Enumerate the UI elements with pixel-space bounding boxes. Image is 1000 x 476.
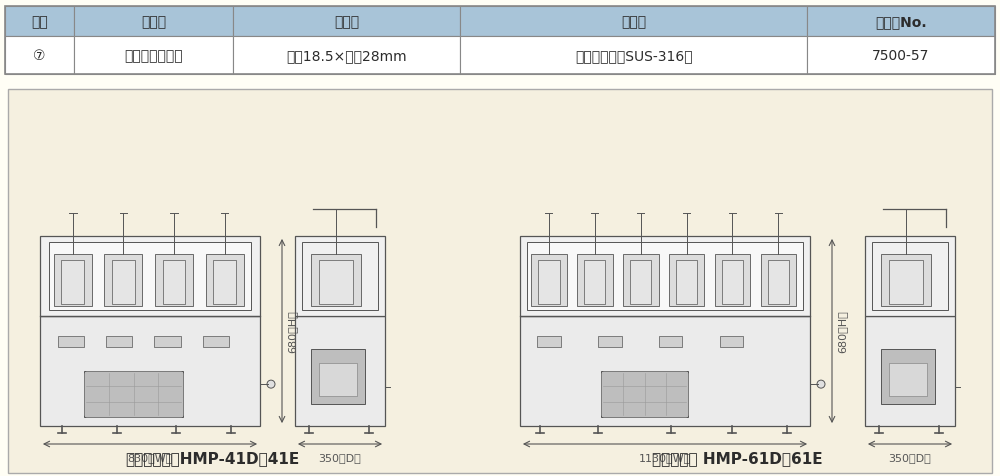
Bar [715, 255, 750, 307]
Bar [295, 237, 385, 316]
Bar [601, 371, 688, 417]
Bar [74, 7, 233, 37]
Bar [881, 255, 931, 307]
Bar [623, 255, 659, 307]
Text: 崩壊試験器 HMP-61D，61E: 崩壊試験器 HMP-61D，61E [652, 451, 823, 466]
Bar [61, 260, 84, 304]
Text: 350（D）: 350（D） [319, 452, 361, 462]
Bar [768, 260, 789, 304]
Text: 補助バスケット: 補助バスケット [124, 49, 183, 63]
Bar [319, 363, 357, 396]
Bar [520, 237, 810, 316]
Text: 崩壊試験器　HMP-41D，41E: 崩壊試験器 HMP-41D，41E [125, 451, 300, 466]
Text: 350（D）: 350（D） [889, 452, 931, 462]
Bar [460, 37, 807, 75]
Bar [720, 336, 743, 347]
Bar [155, 255, 193, 307]
Text: 680（H）: 680（H） [837, 310, 847, 353]
Bar [630, 260, 651, 304]
Bar [577, 255, 613, 307]
Bar [54, 255, 92, 307]
Bar [203, 336, 229, 347]
Bar [881, 349, 935, 404]
Bar [807, 7, 995, 37]
Bar [40, 316, 260, 426]
Bar [58, 336, 84, 347]
Bar [865, 316, 955, 426]
Bar [5, 37, 74, 75]
Bar [233, 7, 460, 37]
Bar [104, 255, 142, 307]
Bar [722, 260, 743, 304]
Bar [538, 260, 560, 304]
Bar [49, 242, 251, 310]
Bar [319, 260, 353, 304]
Bar [5, 7, 74, 37]
Bar [531, 255, 567, 307]
Text: 830（W）: 830（W） [127, 452, 173, 462]
Bar [74, 37, 233, 75]
Text: 材　質: 材 質 [621, 15, 646, 29]
Bar [213, 260, 236, 304]
Bar [865, 237, 955, 316]
Text: 1130（W）: 1130（W） [639, 452, 691, 462]
Circle shape [817, 380, 825, 388]
Bar [761, 255, 796, 307]
Bar [659, 336, 682, 347]
Text: 品　名: 品 名 [141, 15, 166, 29]
Text: 外径18.5×高さ28mm: 外径18.5×高さ28mm [286, 49, 407, 63]
Text: ⑦: ⑦ [33, 49, 46, 63]
Text: ステンレス（SUS-316）: ステンレス（SUS-316） [575, 49, 692, 63]
Bar [460, 7, 807, 37]
Bar [112, 260, 135, 304]
Bar [206, 255, 244, 307]
Bar [807, 37, 995, 75]
Bar [584, 260, 605, 304]
Text: 図番: 図番 [31, 15, 48, 29]
Bar [84, 371, 183, 417]
Bar [537, 336, 561, 347]
Bar [311, 349, 365, 404]
Bar [676, 260, 697, 304]
Bar [598, 336, 622, 347]
Bar [106, 336, 132, 347]
Text: 680（H）: 680（H） [287, 310, 297, 353]
Text: コードNo.: コードNo. [875, 15, 927, 29]
Text: 規　格: 規 格 [334, 15, 359, 29]
Bar [872, 242, 948, 310]
Circle shape [267, 380, 275, 388]
Bar [8, 90, 992, 473]
Bar [669, 255, 704, 307]
Bar [40, 237, 260, 316]
Bar [889, 363, 927, 396]
Bar [527, 242, 803, 310]
Bar [302, 242, 378, 310]
Text: 7500-57: 7500-57 [872, 49, 930, 63]
Bar [311, 255, 361, 307]
Bar [163, 260, 185, 304]
Bar [5, 7, 995, 75]
Bar [154, 336, 181, 347]
Bar [889, 260, 923, 304]
Bar [520, 316, 810, 426]
Bar [295, 316, 385, 426]
Bar [233, 37, 460, 75]
